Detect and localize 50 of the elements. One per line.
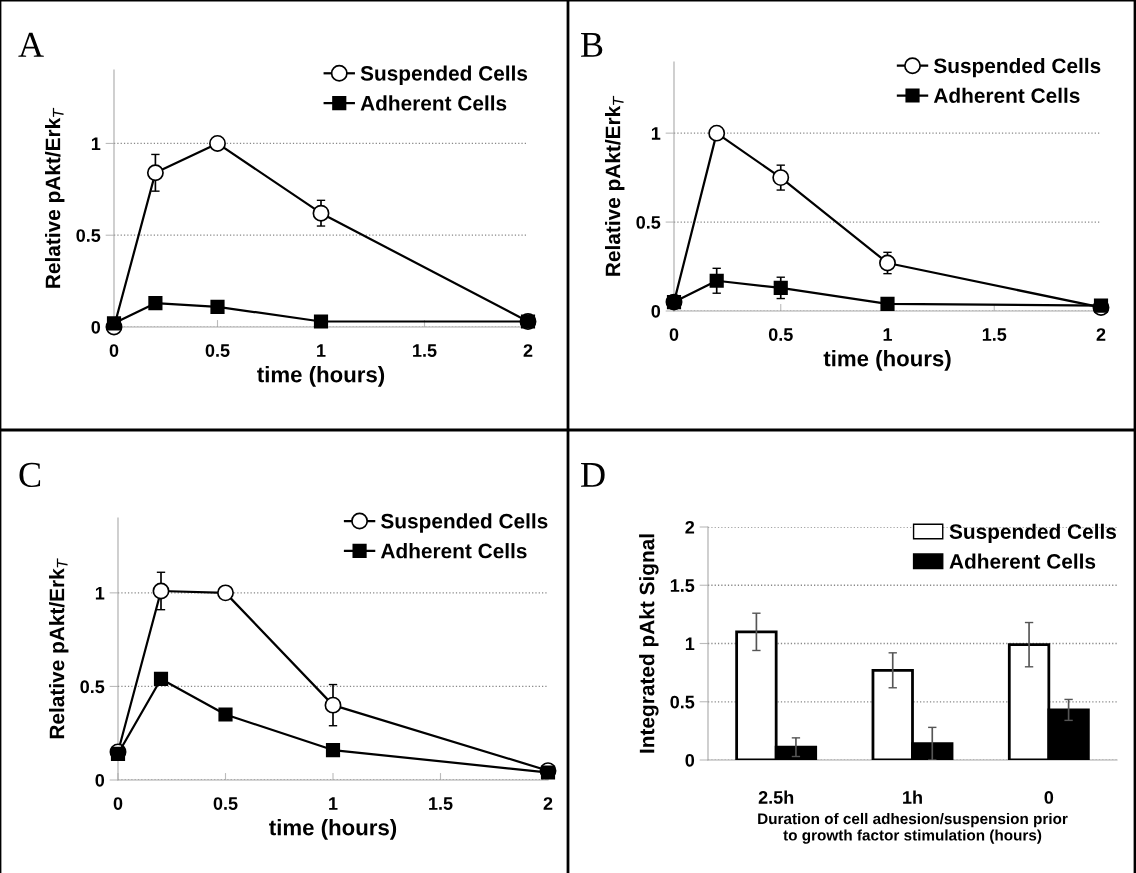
y-tick-label: 0: [651, 304, 661, 318]
x-tick-label: 0.5: [205, 344, 230, 357]
y-tick-label: 0: [685, 753, 695, 767]
x-tick-label: 0: [113, 797, 123, 810]
chart-title: A: [18, 32, 44, 57]
legend-label: Suspended Cells: [933, 57, 1101, 78]
x-tick-label: 0.5: [768, 328, 793, 341]
y-tick-label: 1: [651, 127, 661, 140]
y-axis-title: Relative pAkt/Erk$_{T}$: [49, 558, 69, 739]
y-tick-label: 0.5: [636, 216, 661, 229]
y-tick-label: 0.5: [80, 680, 105, 694]
y-tick-label: 2: [685, 520, 695, 534]
x-tick-label: 1.5: [413, 344, 437, 357]
y-tick-label: 1: [685, 637, 695, 651]
x-axis-title: time (hours): [269, 819, 397, 840]
y-tick-label: 1: [91, 137, 101, 150]
x-tick-label: 2: [523, 344, 533, 357]
legend-label: Suspended Cells: [381, 513, 548, 533]
x-tick-label: 2: [543, 797, 553, 810]
x-axis-title: time (hours): [257, 366, 385, 387]
y-tick-label: 0: [95, 773, 105, 787]
legend-label: Adherent Cells: [360, 95, 507, 111]
x-tick-label: 1.5: [429, 797, 453, 810]
chart-title: B: [581, 33, 603, 57]
x-tick-label: 0: [1044, 791, 1054, 804]
y-tick-label: 1: [95, 586, 105, 600]
x-tick-label: 0: [109, 344, 119, 357]
x-tick-label: 1: [883, 328, 893, 341]
x-tick-label: 1.5: [982, 328, 1007, 341]
legend-label: Suspended Cells: [949, 523, 1116, 544]
chart-title: D: [581, 463, 605, 487]
legend-label: Adherent Cells: [380, 543, 527, 559]
y-tick-label: 1.5: [670, 579, 695, 592]
legend-label: Suspended Cells: [360, 65, 528, 85]
legend-label: Adherent Cells: [949, 553, 1096, 569]
x-tick-label: 1: [317, 344, 326, 357]
x-tick-label: 1: [329, 797, 338, 810]
x-tick-label: 1h: [903, 790, 922, 804]
chart-title: C: [19, 462, 41, 488]
y-axis-title: Integrated pAkt Signal: [639, 534, 659, 753]
x-tick-label: 2: [1096, 328, 1106, 341]
x-axis-title: time (hours): [823, 350, 951, 371]
legend-label: Adherent Cells: [933, 87, 1080, 104]
y-tick-label: 0.5: [670, 695, 695, 709]
y-axis-title: Relative pAkt/Erk$_{T}$: [605, 95, 625, 276]
x-axis-title: Duration of cell adhesion/suspension prior to growth factor stimulation (hours): [758, 812, 1068, 844]
x-tick-label: 0.5: [213, 797, 238, 810]
x-tick-label: 2.5h: [758, 790, 794, 804]
y-tick-label: 0.5: [76, 229, 101, 242]
y-axis-title: Relative pAkt/Erk$_{T}$: [45, 107, 65, 288]
